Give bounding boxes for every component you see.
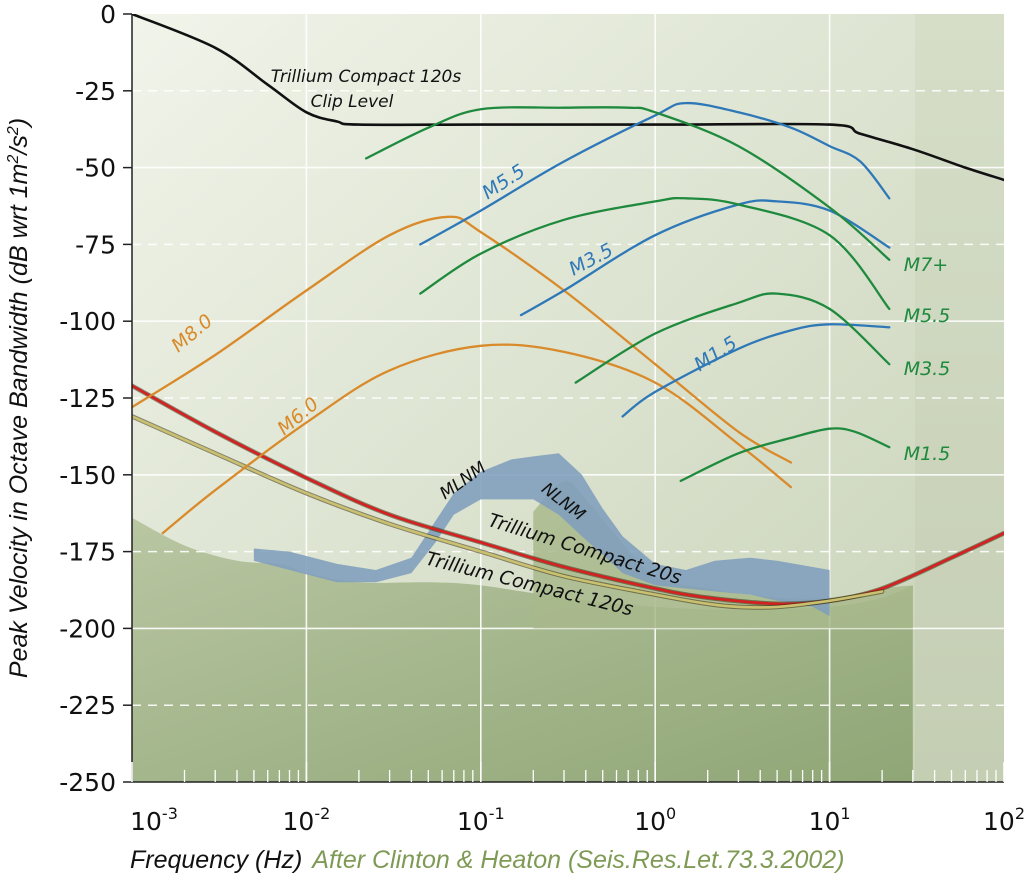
low-noise-floor	[132, 517, 913, 782]
x-tick-label: 100	[634, 804, 676, 836]
x-axis-label: Frequency (Hz)	[130, 846, 302, 874]
series-line-teleseismic-m6-0	[161, 343, 793, 535]
y-tick-label: -225	[59, 691, 116, 720]
series-line-trillium-compact-120s	[132, 415, 884, 609]
y-tick-label: -75	[75, 230, 116, 259]
low-noise-floor-region	[132, 517, 913, 782]
x-tick-label: 10-3	[130, 804, 178, 836]
local-label-m7-: M7+	[904, 254, 948, 276]
series-line-regional-m3-5	[519, 199, 891, 317]
y-tick-label: -50	[75, 154, 116, 183]
series-line-local-m7	[364, 106, 891, 261]
y-tick-label: -100	[59, 307, 116, 336]
y-tick-label: -250	[59, 768, 116, 797]
series-line-local-m5-5	[419, 196, 891, 311]
axes: 0 -25 -50 -75 -100 -125 -150 -175 -200 -225 -250 10…	[59, 0, 1025, 836]
series-line-local-m1-5	[679, 427, 891, 483]
series-line-local-m3-5	[574, 292, 891, 384]
y-tick-label: -150	[59, 461, 116, 490]
y-tick-label: -25	[75, 77, 116, 106]
x-tick-label: 102	[983, 804, 1025, 836]
y-tick-label: -125	[59, 384, 116, 413]
clip-level-label-line1: Trillium Compact 120s	[271, 67, 462, 87]
y-tick-label: -175	[59, 538, 116, 567]
local-label-m1-5: M1.5	[904, 443, 951, 465]
series-line-regional-m1-5	[621, 323, 891, 418]
series-line-regional-m5-5	[419, 101, 891, 246]
x-tick-label: 10-1	[457, 804, 505, 836]
x-axis-caption: Frequency (Hz) After Clinton & Heaton (Se…	[130, 846, 845, 874]
x-tick-label: 101	[809, 804, 851, 836]
mlnm-region	[253, 453, 830, 617]
y-tick-label: -200	[59, 614, 116, 643]
source-note: After Clinton & Heaton (Seis.Res.Let.73.…	[310, 846, 844, 874]
series-line-trillium-compact-20s	[132, 384, 1004, 606]
y-tick-label: 0	[100, 0, 116, 29]
series-lines	[132, 14, 1004, 610]
y-axis-label: Peak Velocity in Octave Bandwidth (dB wr…	[5, 118, 33, 678]
series-line-clip-trillium-compact-120s-clip-level	[132, 14, 1004, 182]
local-label-m5-5: M5.5	[904, 305, 951, 327]
x-tick-label: 10-2	[283, 804, 331, 836]
clip-level-label-line2: Clip Level	[311, 92, 394, 112]
local-label-m3-5: M3.5	[904, 358, 951, 380]
